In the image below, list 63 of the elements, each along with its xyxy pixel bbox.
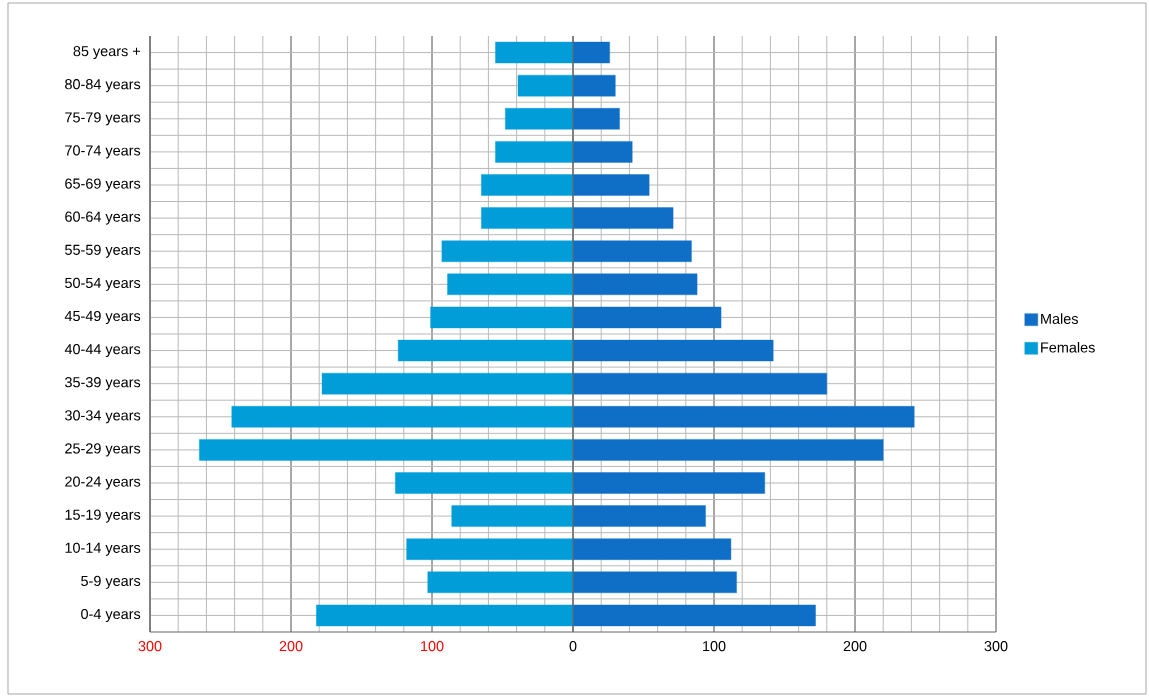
- bar: [572, 273, 698, 296]
- y-tick-label: 50-54 years: [65, 277, 141, 291]
- bar: [427, 571, 574, 594]
- y-tick-label: 55-59 years: [65, 244, 141, 258]
- bar: [572, 240, 692, 262]
- y-tick-label: 80-84 years: [65, 79, 141, 93]
- bar: [572, 472, 765, 494]
- bar: [231, 406, 574, 428]
- bar: [572, 439, 884, 461]
- bar: [505, 108, 574, 130]
- y-tick-label: 70-74 years: [65, 145, 141, 159]
- x-tick-label: 300: [984, 641, 1008, 652]
- bar: [572, 339, 774, 362]
- bar: [517, 74, 574, 97]
- bar: [572, 306, 722, 329]
- bar: [441, 240, 574, 262]
- bar: [572, 571, 737, 594]
- bar: [451, 505, 574, 527]
- bar: [395, 472, 574, 494]
- bar: [572, 505, 706, 527]
- bar: [572, 174, 650, 196]
- bar: [430, 306, 574, 329]
- y-tick-label: 60-64 years: [65, 211, 141, 225]
- x-tick-label: 200: [279, 641, 303, 652]
- y-tick-label: 40-44 years: [64, 344, 141, 358]
- bar: [406, 538, 574, 560]
- bar: [397, 339, 574, 362]
- x-tick-label: 300: [138, 641, 162, 652]
- y-tick-label: 65-69 years: [65, 178, 141, 192]
- bar: [495, 41, 574, 64]
- bar: [572, 372, 828, 395]
- y-tick-label: 20-24 years: [65, 476, 141, 490]
- bar: [572, 141, 633, 163]
- y-tick-label: 30-34 years: [65, 410, 141, 424]
- legend-label: Females: [1041, 341, 1095, 353]
- bar: [572, 538, 732, 560]
- bar: [572, 108, 620, 130]
- y-tick-label: 10-14 years: [65, 542, 141, 556]
- bar: [481, 174, 574, 196]
- bar: [199, 439, 574, 461]
- y-tick-label: 45-49 years: [64, 310, 141, 324]
- bar: [316, 604, 574, 627]
- bar: [321, 372, 574, 395]
- y-tick-label: 75-79 years: [65, 112, 141, 126]
- bar: [572, 41, 610, 64]
- y-tick-label: 15-19 years: [65, 509, 141, 523]
- x-tick-label: 0: [569, 641, 577, 652]
- bar: [572, 604, 816, 627]
- bar: [481, 207, 574, 229]
- bar: [495, 141, 574, 163]
- y-tick-label: 85 years +: [73, 46, 141, 60]
- x-tick-label: 100: [703, 641, 726, 652]
- y-tick-label: 25-29 years: [65, 443, 141, 457]
- bar: [572, 207, 674, 229]
- y-tick-label: 0-4 years: [81, 608, 141, 622]
- y-tick-label: 5-9 years: [81, 575, 141, 589]
- x-tick-label: 100: [421, 641, 444, 652]
- y-tick-label: 35-39 years: [65, 377, 141, 391]
- legend-label: Males: [1041, 313, 1078, 324]
- x-tick-label: 200: [843, 641, 867, 652]
- bar: [447, 273, 574, 296]
- bar: [572, 74, 616, 97]
- bar: [572, 406, 915, 428]
